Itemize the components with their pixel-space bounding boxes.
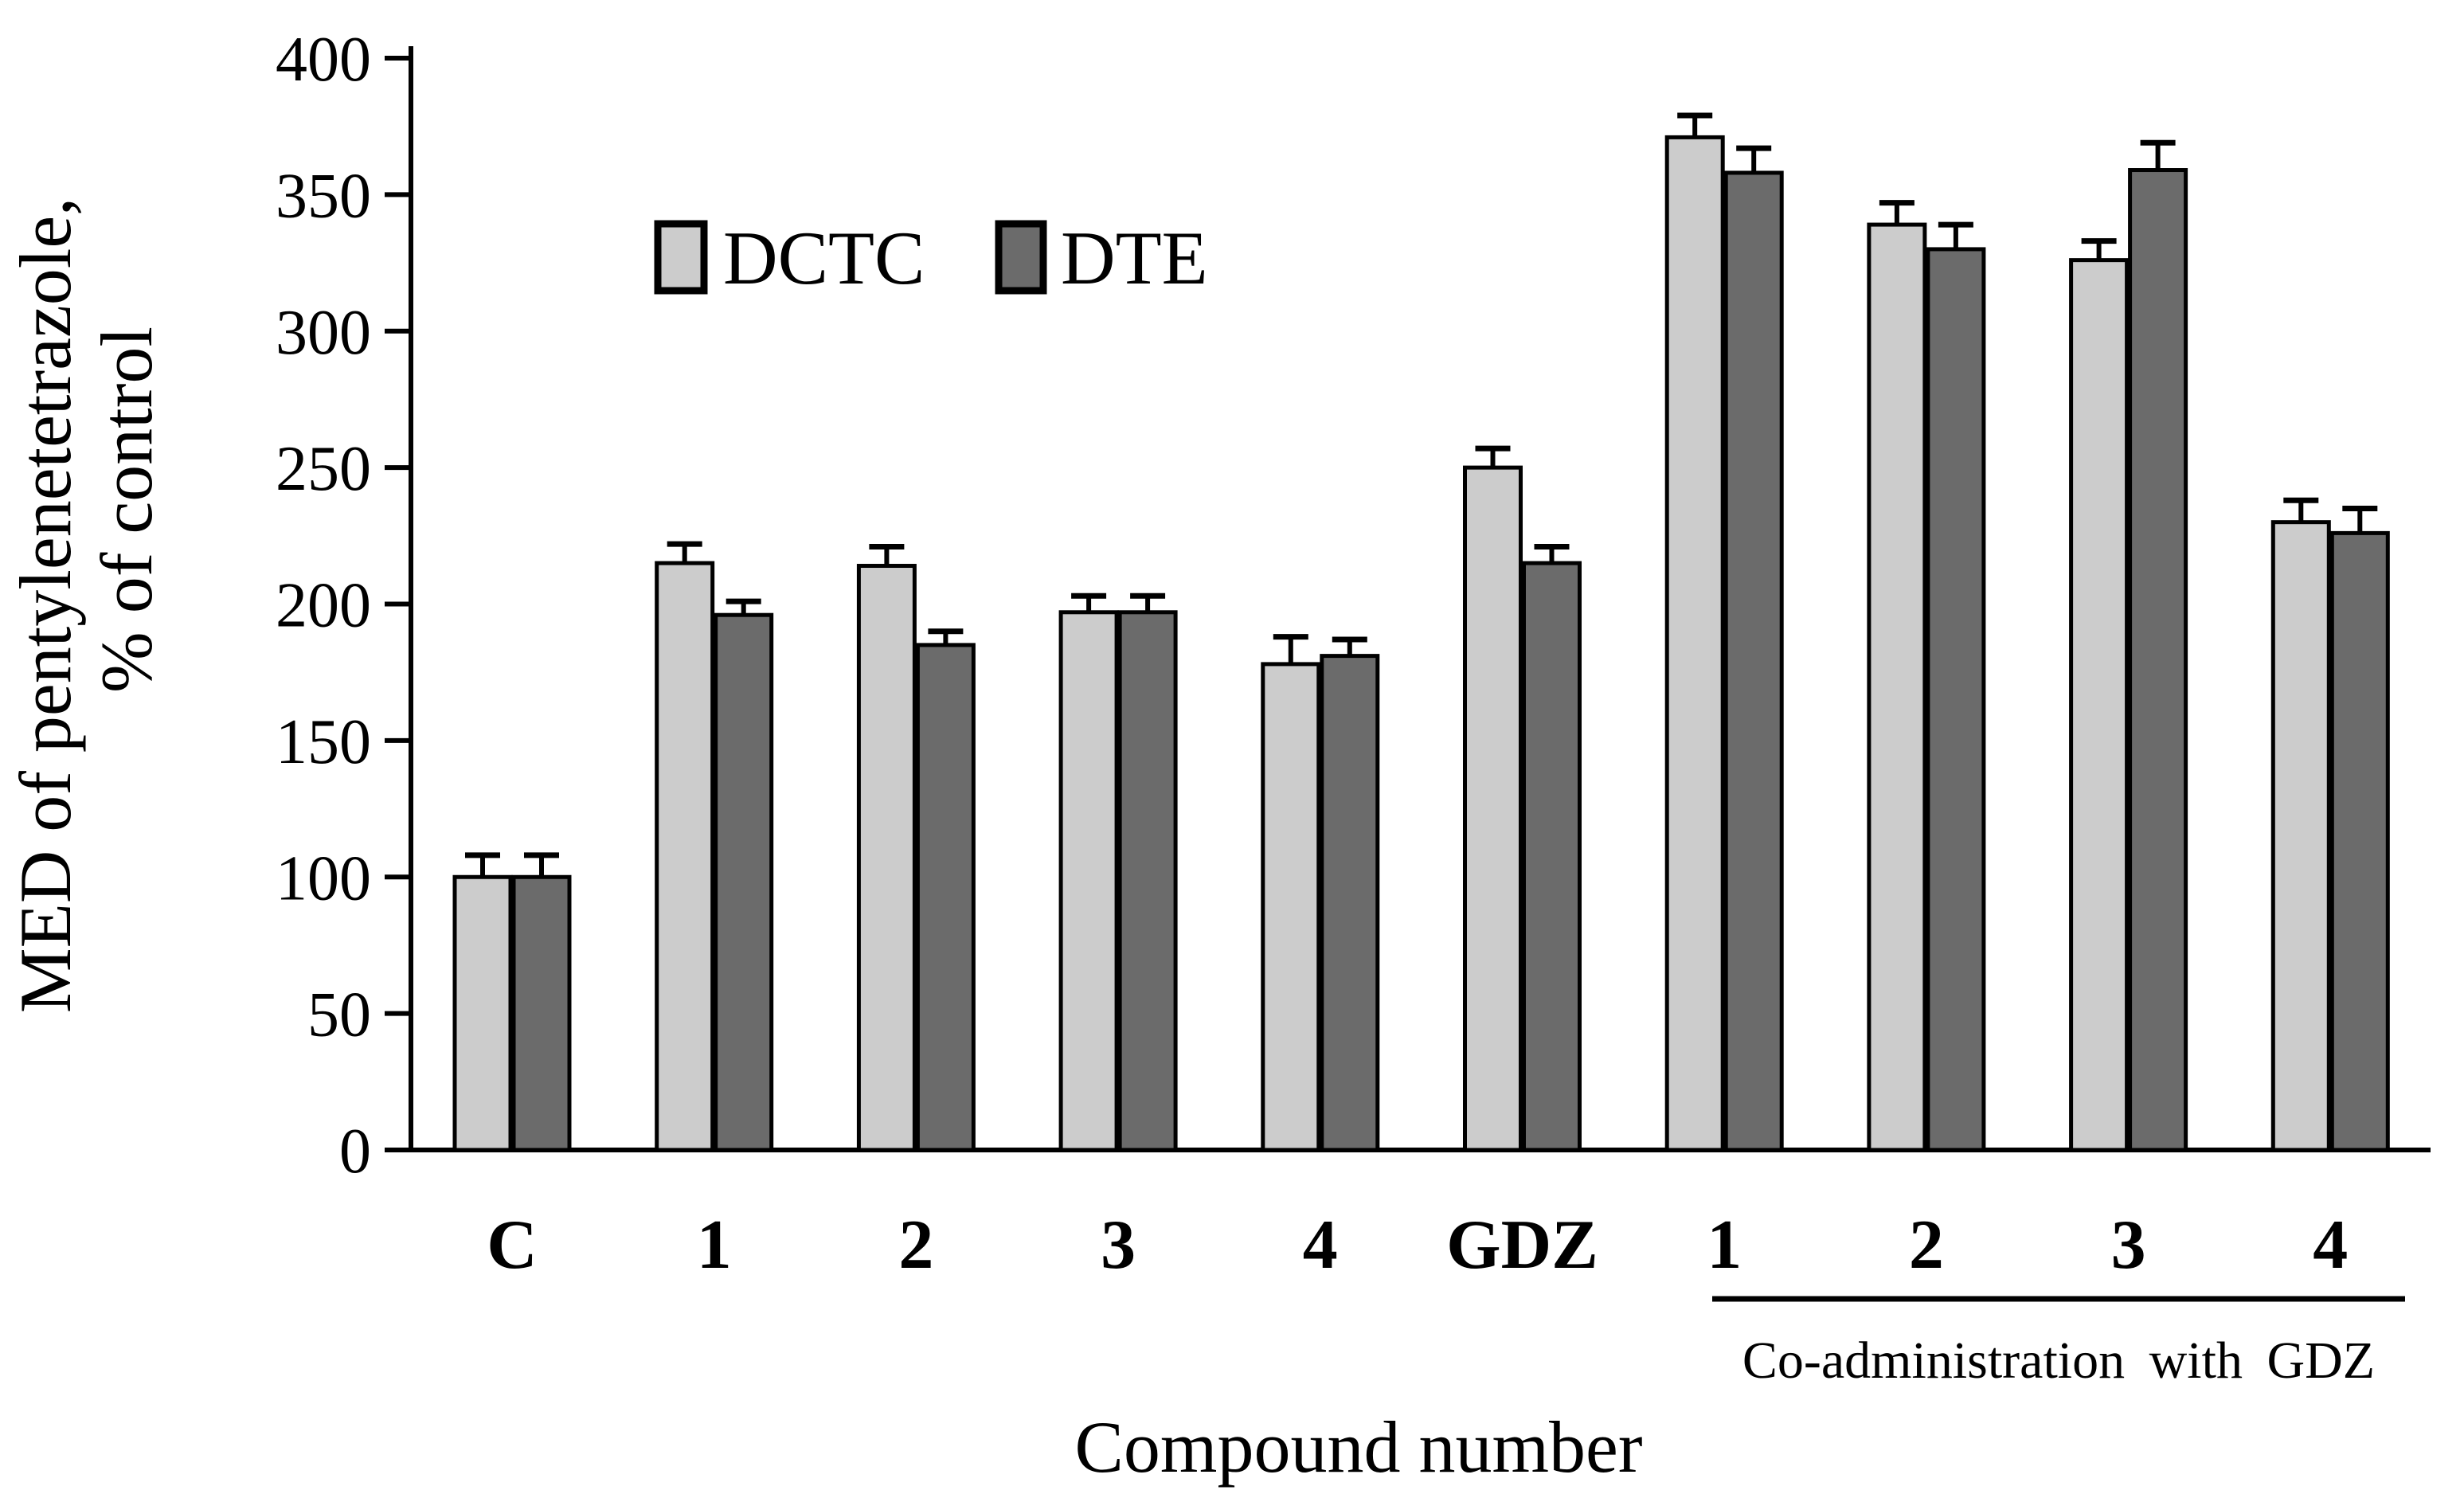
y-tick-label: 200 [276,571,371,641]
legend-label-dctc: DCTC [723,216,925,300]
bar-dte-8 [2128,168,2188,1152]
x-axis-title: Compound number [1075,1406,1643,1488]
category-label-6: 1 [1707,1207,1742,1284]
bar-dctc-8 [2069,258,2130,1152]
bar-dte-4 [1320,654,1380,1152]
co-administration-label: Co-administration with GDZ [1742,1332,2375,1390]
bar-dte-7 [1926,247,1986,1152]
bar-dctc-0 [452,874,513,1152]
y-tick-label: 300 [276,298,371,368]
bar-dte-9 [2329,530,2390,1152]
legend-label-dte: DTE [1061,216,1208,300]
bar-dctc-2 [856,564,917,1152]
co-administration-annotation: Co-administration with GDZ [1712,1296,2405,1390]
y-tick-label: 50 [307,980,371,1050]
category-label-3: 3 [1101,1207,1136,1284]
plot-area: 0 50 100 150 200 250 300 350 400 C 1 2 3 4 GDZ 1 2 3 4 [276,25,2431,1284]
category-label-0: C [487,1207,538,1284]
category-label-8: 3 [2111,1207,2146,1284]
bar-dctc-5 [1463,465,1523,1152]
category-label-9: 4 [2313,1207,2348,1284]
bar-dctc-7 [1867,222,1927,1152]
y-tick-label: 400 [276,25,371,95]
y-tick-label: 350 [276,161,371,231]
category-label-7: 2 [1909,1207,1944,1284]
legend-swatch-dte [995,220,1047,295]
category-label-4: 4 [1303,1207,1338,1284]
y-axis-title-line2: % of control [86,327,167,693]
legend: DCTC DTE [654,216,1208,300]
y-tick-label: 150 [276,707,371,777]
bar-dctc-4 [1261,662,1321,1152]
bar-dte-3 [1117,610,1178,1152]
y-tick-label: 250 [276,434,371,504]
bar-dte-0 [511,874,572,1152]
y-axis-title-line1: MED of pentylenetetrazole, [5,198,86,1013]
category-label-5: GDZ [1446,1207,1598,1284]
y-tick-label: 0 [339,1117,371,1187]
bar-dctc-3 [1058,610,1119,1152]
bar-dctc-1 [655,561,715,1152]
y-tick-label: 100 [276,843,371,913]
bar-dte-5 [1522,561,1582,1152]
bar-dte-6 [1723,170,1784,1152]
legend-swatch-dctc [654,220,708,295]
category-label-1: 1 [697,1207,732,1284]
bar-dte-1 [714,612,774,1152]
bar-dctc-9 [2270,520,2331,1152]
category-label-2: 2 [898,1207,933,1284]
bar-dte-2 [915,643,976,1152]
bar-dctc-6 [1664,135,1725,1152]
